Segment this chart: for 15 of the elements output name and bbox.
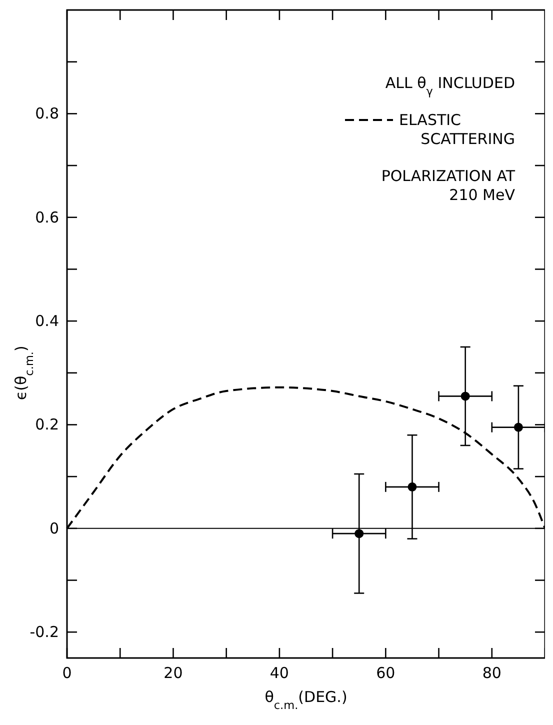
- x-tick-label: 20: [164, 664, 183, 682]
- x-axis-title: θ$_{c.m.}$(DEG.): [264, 688, 348, 712]
- y-tick-label: 0.2: [35, 416, 59, 434]
- y-tick-label: 0: [49, 519, 59, 538]
- y-tick-label: 0.8: [35, 104, 59, 123]
- x-tick-label: 0: [62, 664, 72, 682]
- annotation: ALL θ$_{γ}$ INCLUDED: [385, 74, 515, 98]
- y-tick-label: 0.4: [35, 312, 59, 330]
- x-tick-label: 80: [482, 664, 502, 682]
- annotation: POLARIZATION AT 210 MeV: [381, 167, 516, 204]
- x-tick-label: 60: [376, 664, 396, 682]
- x-tick-label: 40: [270, 664, 289, 682]
- legend-label: ELASTIC SCATTERING: [399, 111, 515, 148]
- y-tick-label: -0.2: [30, 623, 59, 642]
- y-tick-label: 0.6: [35, 208, 59, 226]
